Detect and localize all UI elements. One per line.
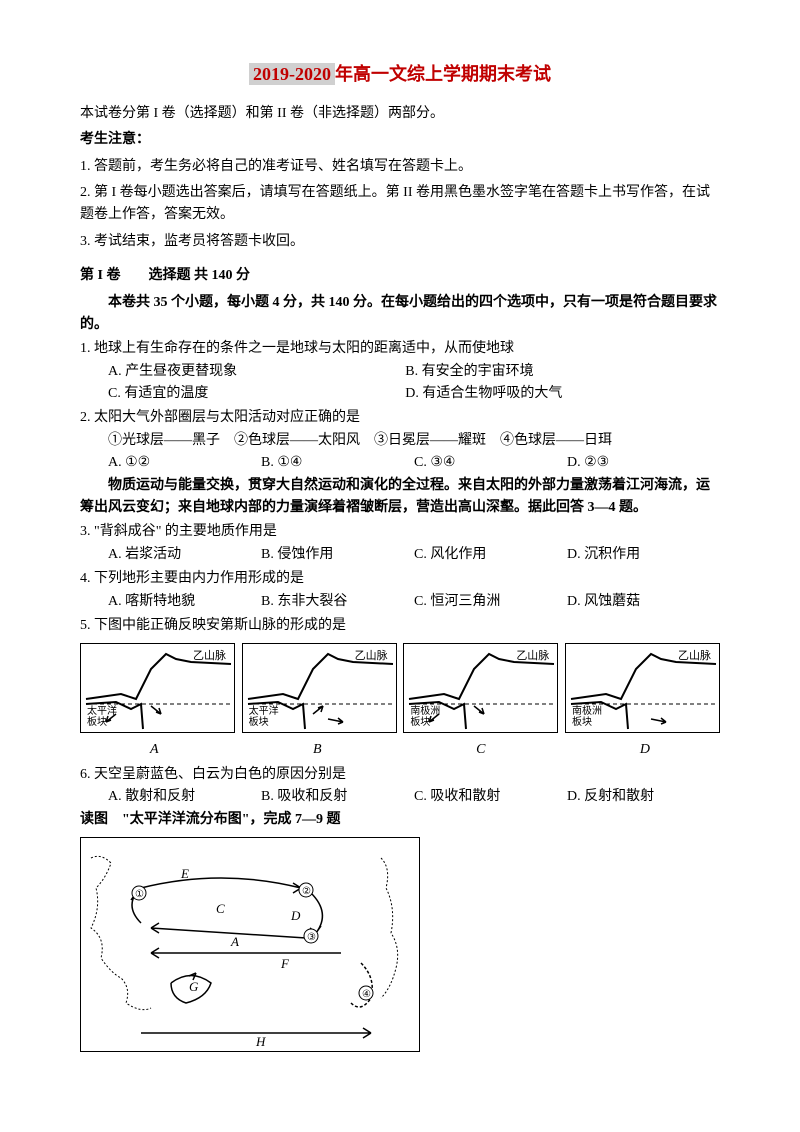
map-label-c: C <box>216 901 225 916</box>
q3-text: 3. "背斜成谷" 的主要地质作用是 <box>80 521 720 543</box>
q5-label-a: A <box>150 739 159 761</box>
q6-option-b: B. 吸收和反射 <box>261 786 414 808</box>
q6-option-a: A. 散射和反射 <box>108 786 261 808</box>
q5-diagram-row: 乙山脉 太平洋 板块 乙山脉 太平洋 板块 乙山脉 南极洲 板块 <box>80 643 720 733</box>
q4-option-a: A. 喀斯特地貌 <box>108 591 261 613</box>
mountain-label: 乙山脉 <box>193 648 226 666</box>
q1-text: 1. 地球上有生命存在的条件之一是地球与太阳的距离适中，从而使地球 <box>80 338 720 360</box>
pacific-ocean-map: E C D A F G H ① ② ③ ④ <box>80 837 420 1052</box>
diagram-c: 乙山脉 南极洲 板块 <box>403 643 558 733</box>
q4-option-c: C. 恒河三角洲 <box>414 591 567 613</box>
q4-text: 4. 下列地形主要由内力作用形成的是 <box>80 568 720 590</box>
map-label-2: ② <box>302 886 311 897</box>
q2-option-c: C. ③④ <box>414 452 567 474</box>
q5-labels-row: A B C D <box>80 739 720 761</box>
notice-2: 2. 第 I 卷每小题选出答案后，请填写在答题纸上。第 II 卷用黑色墨水签字笔… <box>80 182 720 227</box>
notice-1: 1. 答题前，考生务必将自己的准考证号、姓名填写在答题卡上。 <box>80 156 720 178</box>
page-title: 2019-2020年高一文综上学期期末考试 <box>80 60 720 89</box>
notice-header: 考生注意： <box>80 129 720 151</box>
title-exam-name: 年高一文综上学期期末考试 <box>335 64 551 84</box>
q2-text: 2. 太阳大气外部圈层与太阳活动对应正确的是 <box>80 407 720 429</box>
ocean-current-map-icon: E C D A F G H ① ② ③ ④ <box>81 838 421 1053</box>
diagram-d: 乙山脉 南极洲 板块 <box>565 643 720 733</box>
q2-items: ①光球层——黑子 ②色球层——太阳风 ③日冕层——耀斑 ④色球层——日珥 <box>80 430 720 452</box>
question-3: 3. "背斜成谷" 的主要地质作用是 A. 岩浆活动 B. 侵蚀作用 C. 风化… <box>80 521 720 566</box>
context-q7-q9: 读图 "太平洋洋流分布图"，完成 7—9 题 <box>80 809 720 831</box>
section1-header: 第 I 卷 选择题 共 140 分 <box>80 265 720 287</box>
intro-text: 本试卷分第 I 卷（选择题）和第 II 卷（非选择题）两部分。 <box>80 103 720 125</box>
question-2: 2. 太阳大气外部圈层与太阳活动对应正确的是 ①光球层——黑子 ②色球层——太阳… <box>80 407 720 474</box>
q2-option-a: A. ①② <box>108 452 261 474</box>
section1-instruction: 本卷共 35 个小题，每小题 4 分，共 140 分。在每小题给出的四个选项中，… <box>80 292 720 337</box>
q5-label-c: C <box>476 739 485 761</box>
map-label-d: D <box>290 908 301 923</box>
q5-label-d: D <box>640 739 650 761</box>
q4-options: A. 喀斯特地貌 B. 东非大裂谷 C. 恒河三角洲 D. 风蚀蘑菇 <box>80 591 720 613</box>
q3-options: A. 岩浆活动 B. 侵蚀作用 C. 风化作用 D. 沉积作用 <box>80 544 720 566</box>
map-label-a: A <box>230 934 239 949</box>
q1-option-b: B. 有安全的宇宙环境 <box>405 361 699 383</box>
q3-option-c: C. 风化作用 <box>414 544 567 566</box>
q2-option-d: D. ②③ <box>567 452 720 474</box>
q3-option-a: A. 岩浆活动 <box>108 544 261 566</box>
context-q3-q4: 物质运动与能量交换，贯穿大自然运动和演化的全过程。来自太阳的外部力量激荡着江河海… <box>80 475 720 520</box>
q4-option-b: B. 东非大裂谷 <box>261 591 414 613</box>
q1-option-c: C. 有适宜的温度 <box>108 383 402 405</box>
mountain-label: 乙山脉 <box>355 648 388 666</box>
question-1: 1. 地球上有生命存在的条件之一是地球与太阳的距离适中，从而使地球 A. 产生昼… <box>80 338 720 405</box>
q3-option-d: D. 沉积作用 <box>567 544 720 566</box>
map-label-1: ① <box>135 889 144 900</box>
q6-option-d: D. 反射和散射 <box>567 786 720 808</box>
q5-label-b: B <box>313 739 322 761</box>
mountain-label: 乙山脉 <box>516 648 549 666</box>
map-label-e: E <box>180 866 189 881</box>
map-label-4: ④ <box>362 989 371 1000</box>
diagram-b: 乙山脉 太平洋 板块 <box>242 643 397 733</box>
q6-option-c: C. 吸收和散射 <box>414 786 567 808</box>
plate-label-b: 太平洋 板块 <box>249 706 279 728</box>
q2-options: A. ①② B. ①④ C. ③④ D. ②③ <box>80 452 720 474</box>
map-label-h: H <box>255 1034 266 1049</box>
q1-options: A. 产生昼夜更替现象 B. 有安全的宇宙环境 C. 有适宜的温度 D. 有适合… <box>80 361 720 406</box>
q1-option-a: A. 产生昼夜更替现象 <box>108 361 402 383</box>
q3-option-b: B. 侵蚀作用 <box>261 544 414 566</box>
q1-option-d: D. 有适合生物呼吸的大气 <box>405 383 699 405</box>
q2-option-b: B. ①④ <box>261 452 414 474</box>
plate-label-a: 太平洋 板块 <box>87 706 117 728</box>
plate-label-d: 南极洲 板块 <box>572 706 602 728</box>
q4-option-d: D. 风蚀蘑菇 <box>567 591 720 613</box>
map-label-3: ③ <box>307 932 316 943</box>
question-4: 4. 下列地形主要由内力作用形成的是 A. 喀斯特地貌 B. 东非大裂谷 C. … <box>80 568 720 613</box>
question-5: 5. 下图中能正确反映安第斯山脉的形成的是 <box>80 615 720 637</box>
map-label-g: G <box>189 979 199 994</box>
notice-3: 3. 考试结束，监考员将答题卡收回。 <box>80 231 720 253</box>
title-year-highlight: 2019-2020 <box>249 63 335 85</box>
question-6: 6. 天空呈蔚蓝色、白云为白色的原因分别是 A. 散射和反射 B. 吸收和反射 … <box>80 764 720 809</box>
map-label-f: F <box>280 956 290 971</box>
plate-label-c: 南极洲 板块 <box>410 706 440 728</box>
diagram-a: 乙山脉 太平洋 板块 <box>80 643 235 733</box>
q6-options: A. 散射和反射 B. 吸收和反射 C. 吸收和散射 D. 反射和散射 <box>80 786 720 808</box>
q6-text: 6. 天空呈蔚蓝色、白云为白色的原因分别是 <box>80 764 720 786</box>
mountain-label: 乙山脉 <box>678 648 711 666</box>
q5-text: 5. 下图中能正确反映安第斯山脉的形成的是 <box>80 615 720 637</box>
